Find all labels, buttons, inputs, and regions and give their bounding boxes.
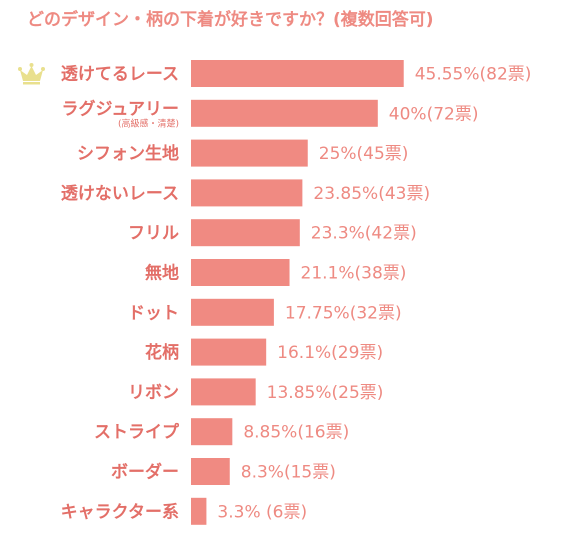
category-label: シフォン生地: [77, 143, 179, 164]
bar: [191, 497, 207, 525]
value-label: 8.85%(16票): [243, 423, 349, 443]
category-label: ドット: [128, 303, 179, 323]
category-label: 花柄: [145, 342, 179, 363]
value-label: 17.75%(32票): [285, 303, 402, 323]
category-label: ボーダー: [111, 462, 179, 483]
category-label: ストライプ: [94, 422, 180, 443]
bar: [191, 99, 378, 127]
value-label: 16.1%(29票): [277, 343, 383, 363]
bar: [191, 338, 267, 366]
category-label: キャラクター系: [61, 502, 179, 522]
value-label: 40%(72票): [389, 104, 479, 124]
value-label: 13.85%(25票): [267, 383, 384, 403]
bar: [191, 139, 308, 167]
crown-icon: [18, 63, 45, 85]
category-label: 無地: [145, 263, 179, 284]
bar: [191, 219, 300, 247]
value-label: 45.55%(82票): [415, 65, 532, 85]
value-label: 3.3% (6票): [217, 502, 307, 522]
value-label: 25%(45票): [319, 144, 409, 164]
value-label: 21.1%(38票): [301, 264, 407, 284]
category-label: フリル: [128, 224, 179, 244]
value-label: 23.85%(43票): [313, 184, 430, 204]
bar: [191, 179, 303, 207]
bar: [191, 378, 256, 406]
bar: [191, 458, 230, 485]
chart-title: どのデザイン・柄の下着が好きですか？(複数回答可): [27, 9, 434, 30]
value-label: 8.3%(15票): [241, 463, 336, 483]
bar: [191, 60, 404, 87]
value-label: 23.3%(42票): [311, 224, 417, 244]
category-note: (高級感・清楚): [118, 117, 179, 129]
category-label: ラグジュアリー: [62, 98, 179, 119]
bars-group: 透けてるレース 45.55%(82票) ラグジュアリー(高級感・清楚) 40%(72票…: [61, 60, 532, 525]
bar: [191, 418, 233, 446]
category-label: 透けてるレース: [61, 64, 179, 85]
bar: [191, 298, 274, 326]
category-label: 透けないレース: [61, 183, 179, 204]
bar: [191, 259, 290, 286]
category-label: リボン: [128, 383, 179, 403]
